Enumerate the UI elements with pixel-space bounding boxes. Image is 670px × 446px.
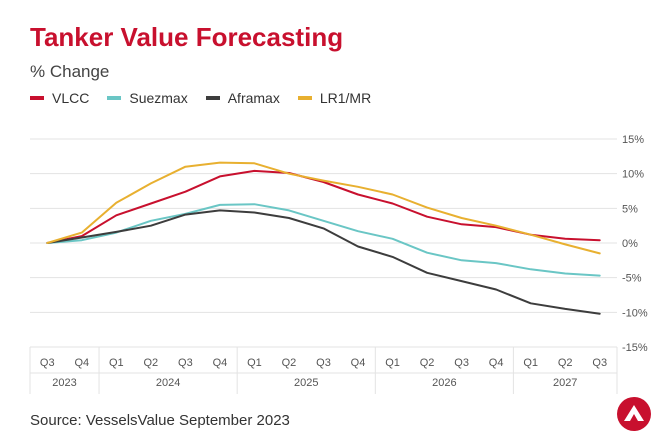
- brand-logo-icon: [617, 397, 651, 431]
- year-label: 2024: [156, 377, 180, 389]
- y-tick-label: 10%: [622, 169, 644, 181]
- legend-item-aframax: Aframax: [205, 90, 280, 106]
- year-label: 2026: [432, 377, 456, 389]
- year-label: 2025: [294, 377, 318, 389]
- x-tick-label: Q3: [592, 357, 607, 369]
- y-tick-label: -10%: [622, 307, 648, 319]
- y-tick-label: 15%: [622, 134, 644, 146]
- legend-item-lr1-mr: LR1/MR: [297, 90, 372, 106]
- legend-label-suezmax: Suezmax: [129, 90, 188, 106]
- series-line-suezmax: [46, 203, 601, 277]
- series-line-lr1-mr: [46, 161, 601, 255]
- year-label: 2027: [553, 377, 577, 389]
- x-tick-label: Q3: [316, 357, 331, 369]
- legend: VLCC Suezmax Aframax LR1/MR: [30, 90, 371, 106]
- x-tick-label: Q4: [74, 357, 89, 369]
- x-tick-label: Q3: [40, 357, 55, 369]
- x-tick-label: Q4: [213, 357, 228, 369]
- x-tick-label: Q1: [109, 357, 124, 369]
- legend-swatch-vlcc: [30, 96, 44, 100]
- y-tick-label: 0%: [622, 238, 638, 250]
- series-line-vlcc: [46, 169, 601, 244]
- x-tick-label: Q3: [454, 357, 469, 369]
- x-tick-label: Q4: [351, 357, 366, 369]
- chart-title: Tanker Value Forecasting: [30, 22, 344, 52]
- x-tick-label: Q2: [144, 357, 159, 369]
- chart-subtitle: % Change: [30, 62, 110, 81]
- x-tick-label: Q2: [282, 357, 297, 369]
- legend-label-lr1-mr: LR1/MR: [319, 90, 372, 106]
- y-tick-label: -15%: [622, 342, 648, 354]
- x-tick-label: Q1: [385, 357, 400, 369]
- x-tick-label: Q1: [247, 357, 262, 369]
- source-note: Source: VesselsValue September 2023: [30, 412, 290, 429]
- legend-item-suezmax: Suezmax: [107, 90, 188, 106]
- x-tick-label: Q3: [178, 357, 193, 369]
- x-tick-label: Q2: [420, 357, 435, 369]
- year-label: 2023: [52, 377, 76, 389]
- y-tick-label: 5%: [622, 203, 638, 215]
- legend-item-vlcc: VLCC: [30, 90, 89, 106]
- y-tick-label: -5%: [622, 273, 642, 285]
- x-tick-label: Q4: [489, 357, 504, 369]
- series-line-aframax: [46, 209, 601, 315]
- legend-swatch-aframax: [205, 96, 220, 100]
- legend-label-aframax: Aframax: [227, 90, 280, 106]
- legend-label-vlcc: VLCC: [52, 90, 90, 106]
- x-tick-label: Q1: [523, 357, 538, 369]
- x-tick-label: Q2: [558, 357, 573, 369]
- legend-swatch-lr1-mr: [297, 96, 312, 100]
- legend-swatch-suezmax: [107, 96, 122, 100]
